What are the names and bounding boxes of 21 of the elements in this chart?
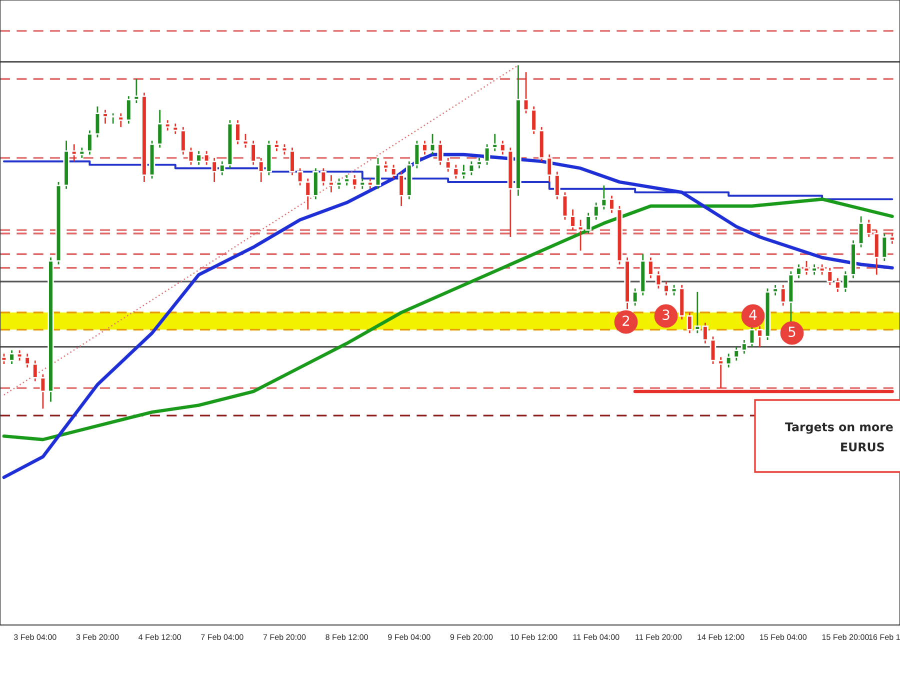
x-tick-label: 10 Feb 12:00 (510, 634, 558, 640)
text: EURUS (841, 442, 884, 452)
x-tick-label: 9 Feb 04:00 (388, 634, 430, 640)
x-tick-label: 3 Feb 20:00 (76, 634, 119, 640)
annotation: 5 (788, 326, 796, 338)
x-tick-label: 9 Feb 20:00 (450, 634, 493, 640)
x-tick-label: 8 Feb 12:00 (326, 634, 368, 640)
x-tick-label: 11 Feb 20:00 (636, 634, 682, 640)
x-tick-label: 15 Feb 20:00 (822, 634, 869, 640)
x-tick-label: 4 Feb 12:00 (138, 634, 181, 640)
x-tick-label: 3 Feb 04:00 (14, 634, 56, 640)
x-tick-label: 15 Feb 04:00 (760, 634, 807, 640)
x-tick-label: 14 Feb 12:00 (698, 634, 744, 640)
annotation: 3 (662, 310, 670, 320)
annotation: 4 (749, 310, 757, 320)
x-tick-label: 7 Feb 04:00 (201, 634, 244, 640)
annotation: 2 (622, 316, 630, 326)
x-tick-label: 11 Feb 04:00 (573, 634, 620, 640)
x-tick-label: 16 Feb 1 (869, 634, 900, 640)
x-tick-label: 7 Feb 20:00 (263, 634, 306, 640)
text: Targets on more (785, 422, 893, 434)
